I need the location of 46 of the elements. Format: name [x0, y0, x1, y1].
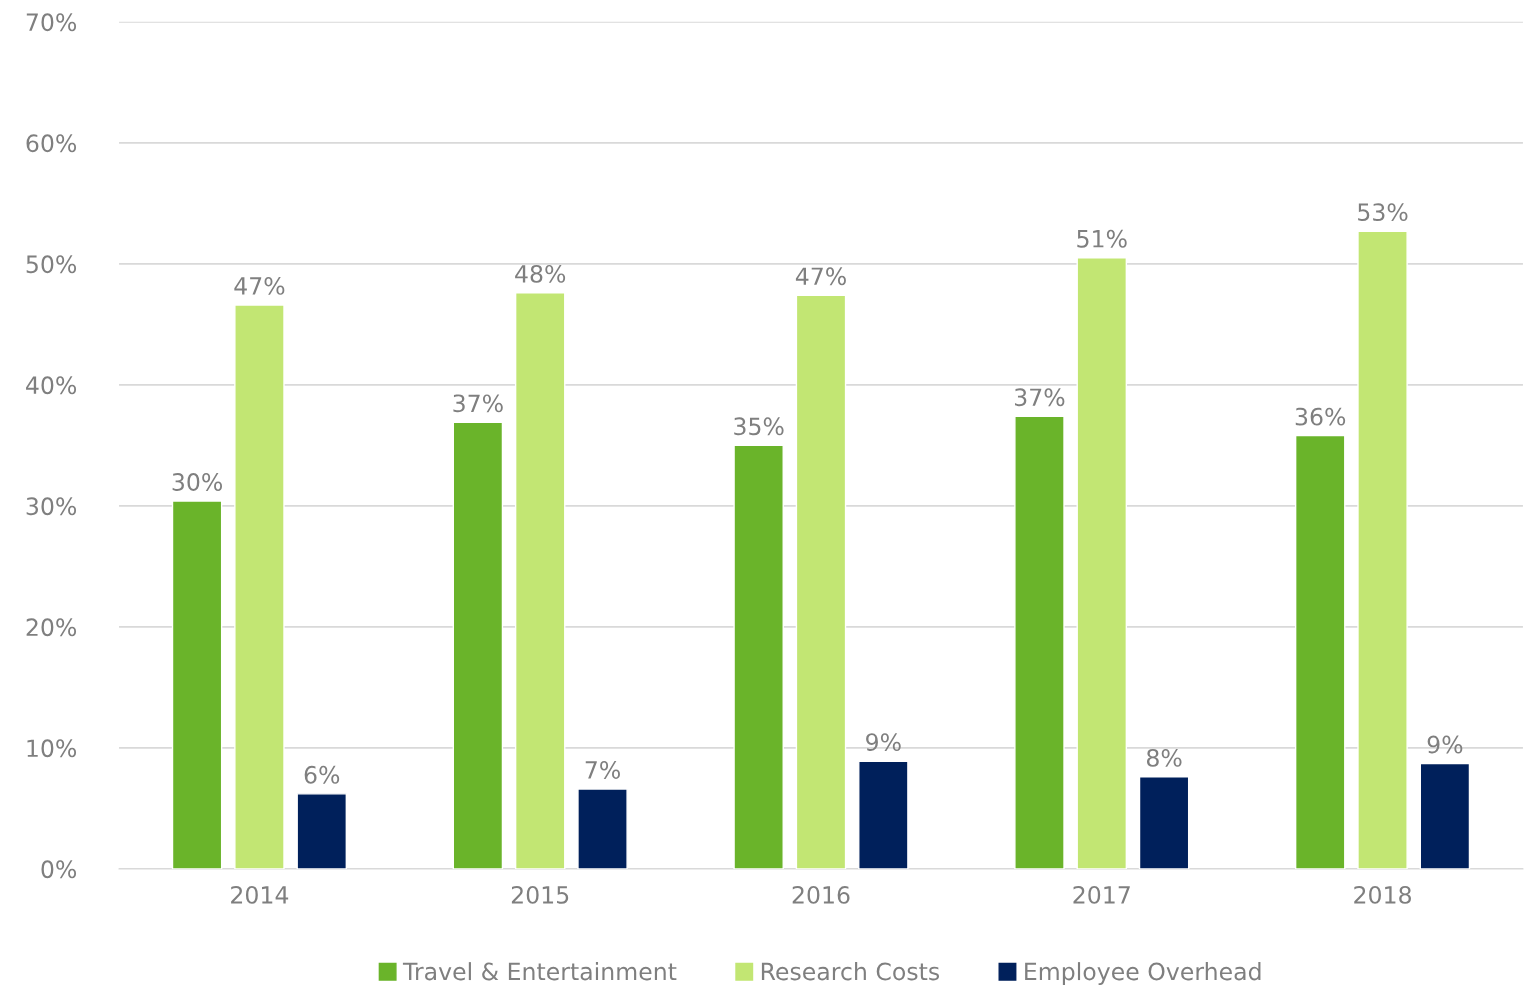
data-label: 30% [172, 473, 223, 491]
x-tick-label: 2015 [511, 885, 569, 904]
bar [1357, 230, 1408, 869]
data-label: 9% [1427, 735, 1463, 754]
x-tick-label: 2018 [1354, 885, 1411, 904]
data-label: 47% [234, 277, 285, 295]
y-tick-label: 20% [26, 618, 77, 637]
bar [1419, 762, 1471, 869]
bar [171, 500, 223, 869]
data-label: 51% [1077, 229, 1127, 248]
data-label: 35% [734, 417, 784, 436]
bar [1076, 257, 1128, 869]
bar [858, 760, 909, 869]
y-tick-label: 70% [26, 13, 77, 32]
bar [1014, 415, 1065, 869]
bar [452, 421, 504, 869]
data-label: 37% [1015, 388, 1065, 407]
bar [514, 292, 566, 869]
data-label: 7% [585, 761, 620, 779]
y-tick-label: 30% [26, 497, 77, 516]
y-tick-label: 0% [41, 860, 77, 879]
data-label: 9% [866, 733, 901, 752]
bar [577, 788, 628, 869]
legend-label: Employee Overhead [1025, 962, 1261, 985]
data-label: 36% [1295, 407, 1346, 426]
bar [795, 294, 847, 869]
y-tick-label: 60% [26, 134, 77, 153]
bar [1138, 776, 1190, 869]
bar [733, 444, 784, 869]
bar [1294, 434, 1346, 869]
data-label: 37% [453, 394, 503, 413]
x-tick-label: 2016 [792, 885, 850, 904]
data-label: 48% [515, 264, 566, 283]
data-label: 53% [1358, 203, 1408, 222]
data-label: 6% [304, 765, 340, 784]
data-label: 8% [1146, 748, 1182, 767]
y-tick-label: 10% [27, 739, 77, 758]
y-tick-label: 50% [26, 255, 77, 274]
x-tick-label: 2017 [1073, 885, 1130, 904]
bar [296, 793, 348, 869]
y-tick-label: 40% [26, 376, 77, 395]
legend-label: Research Costs [761, 962, 940, 981]
legend-label: Travel & Entertainment [402, 962, 677, 981]
x-tick-label: 2014 [231, 885, 289, 904]
bar [234, 304, 285, 869]
data-label: 47% [795, 267, 846, 286]
